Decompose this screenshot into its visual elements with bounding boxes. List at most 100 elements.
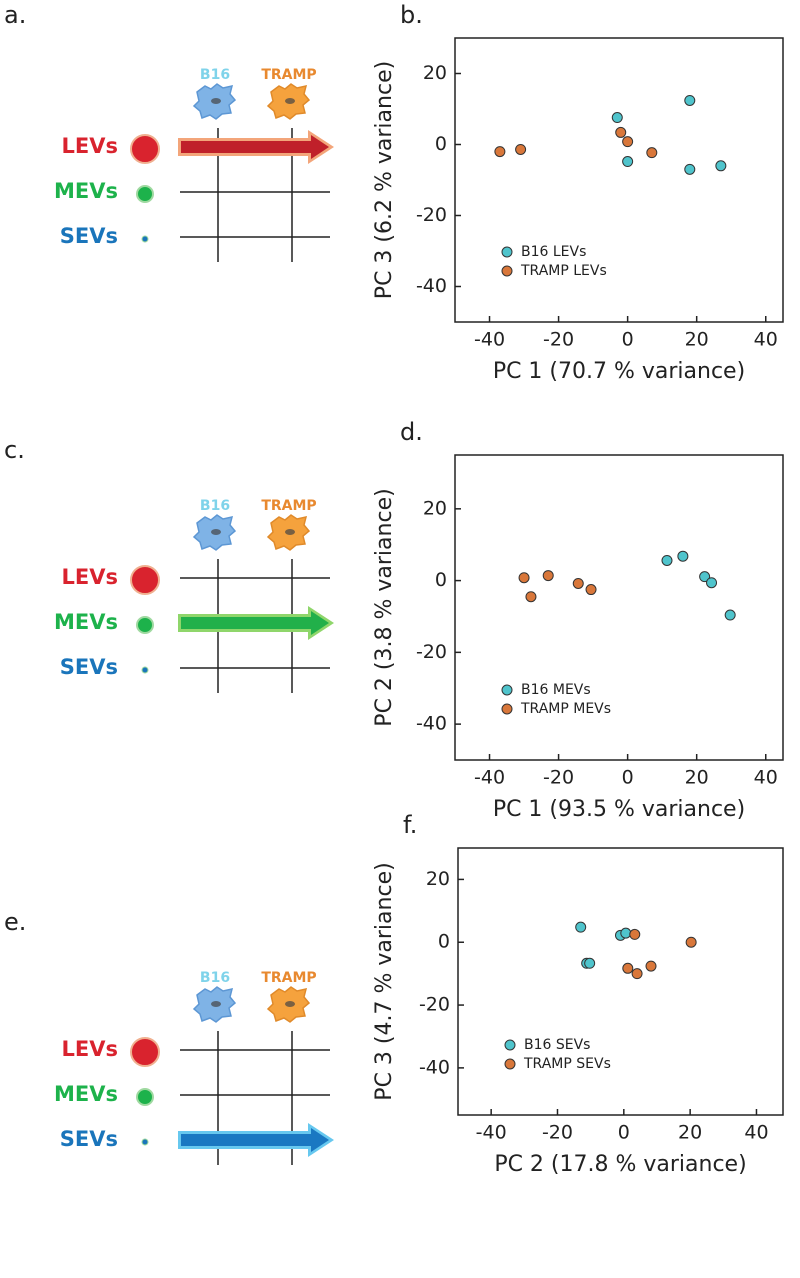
point (645, 960, 657, 972)
cell-label: TRAMP (261, 970, 316, 986)
x-tick-label: 40 (754, 329, 778, 351)
x-axis-title: PC 1 (93.5 % variance) (493, 797, 745, 822)
y-axis-title: PC 2 (3.8 % variance) (372, 488, 397, 726)
row-label: SEVs (60, 1127, 118, 1151)
y-tick-label: -20 (419, 994, 450, 1016)
vesicle (136, 1088, 154, 1106)
point (518, 572, 530, 584)
point (622, 156, 634, 168)
point (575, 921, 587, 933)
arrow (181, 611, 329, 635)
legend-marker (501, 246, 513, 258)
legend-marker (504, 1039, 516, 1051)
panel-label: c. (4, 436, 25, 464)
row-label: MEVs (54, 1082, 118, 1106)
legend-marker (504, 1058, 516, 1070)
vesicle (130, 1037, 160, 1067)
point (611, 112, 623, 124)
point (684, 94, 696, 106)
vesicle (141, 666, 149, 674)
legend-label: B16 LEVs (521, 244, 586, 260)
point (631, 968, 643, 980)
cell-label: B16 (200, 67, 230, 83)
plot-frame (454, 454, 784, 761)
point (677, 550, 689, 562)
x-tick-label: 20 (685, 767, 709, 789)
legend-label: TRAMP LEVs (520, 263, 607, 279)
y-tick-label: -40 (416, 275, 447, 297)
panel-label: d. (400, 418, 423, 446)
point (585, 584, 597, 596)
point (629, 928, 641, 940)
x-tick-label: 40 (754, 767, 778, 789)
point (572, 577, 584, 589)
panel-label: f. (403, 811, 417, 839)
point (584, 957, 596, 969)
point (615, 126, 627, 138)
vesicle (130, 565, 160, 595)
y-axis-title: PC 3 (6.2 % variance) (372, 61, 397, 299)
cell-nucleus (285, 529, 295, 535)
cell-nucleus (211, 529, 221, 535)
y-tick-label: 20 (423, 62, 447, 84)
x-tick-label: 20 (685, 329, 709, 351)
arrow (181, 135, 329, 159)
y-tick-label: 20 (426, 868, 450, 890)
point (724, 609, 736, 621)
point (684, 163, 696, 175)
cell-label: TRAMP (261, 498, 316, 514)
panel-label: a. (4, 1, 26, 29)
vesicle (141, 1138, 149, 1146)
x-tick-label: -40 (474, 767, 505, 789)
legend-marker (501, 684, 513, 696)
point (699, 571, 711, 583)
y-axis-title: PC 3 (4.7 % variance) (372, 862, 397, 1100)
legend-label: TRAMP MEVs (520, 701, 611, 717)
legend-marker (501, 265, 513, 277)
cell-label: B16 (200, 970, 230, 986)
row-label: SEVs (60, 224, 118, 248)
x-tick-label: 0 (622, 329, 634, 351)
legend-label: TRAMP SEVs (523, 1056, 611, 1072)
point (515, 143, 527, 155)
row-label: LEVs (62, 134, 118, 158)
x-tick-label: -20 (543, 767, 574, 789)
vesicle (136, 616, 154, 634)
cell-nucleus (211, 98, 221, 104)
row-label: MEVs (54, 610, 118, 634)
plot-frame (457, 847, 784, 1116)
panel-label: e. (4, 908, 26, 936)
y-tick-label: 0 (435, 133, 447, 155)
cell-nucleus (285, 1001, 295, 1007)
cell-nucleus (211, 1001, 221, 1007)
panel-label: b. (400, 1, 423, 29)
vesicle (130, 134, 160, 164)
point (646, 147, 658, 159)
x-tick-label: -20 (543, 329, 574, 351)
vesicle (141, 235, 149, 243)
x-tick-label: -40 (476, 1122, 507, 1144)
row-label: LEVs (62, 1037, 118, 1061)
y-tick-label: -40 (419, 1056, 450, 1078)
y-tick-label: 20 (423, 497, 447, 519)
x-tick-label: 0 (618, 1122, 630, 1144)
cell-nucleus (285, 98, 295, 104)
point (620, 927, 632, 939)
x-tick-label: -20 (542, 1122, 573, 1144)
legend-label: B16 MEVs (521, 682, 591, 698)
x-tick-label: 40 (744, 1122, 768, 1144)
point (685, 936, 697, 948)
vesicle (136, 185, 154, 203)
x-axis-title: PC 2 (17.8 % variance) (494, 1152, 746, 1177)
point (542, 570, 554, 582)
y-tick-label: 0 (438, 931, 450, 953)
point (706, 577, 718, 589)
point (622, 962, 634, 974)
row-label: LEVs (62, 565, 118, 589)
x-tick-label: -40 (474, 329, 505, 351)
legend-marker (501, 703, 513, 715)
row-label: SEVs (60, 655, 118, 679)
plot-frame (454, 37, 784, 323)
